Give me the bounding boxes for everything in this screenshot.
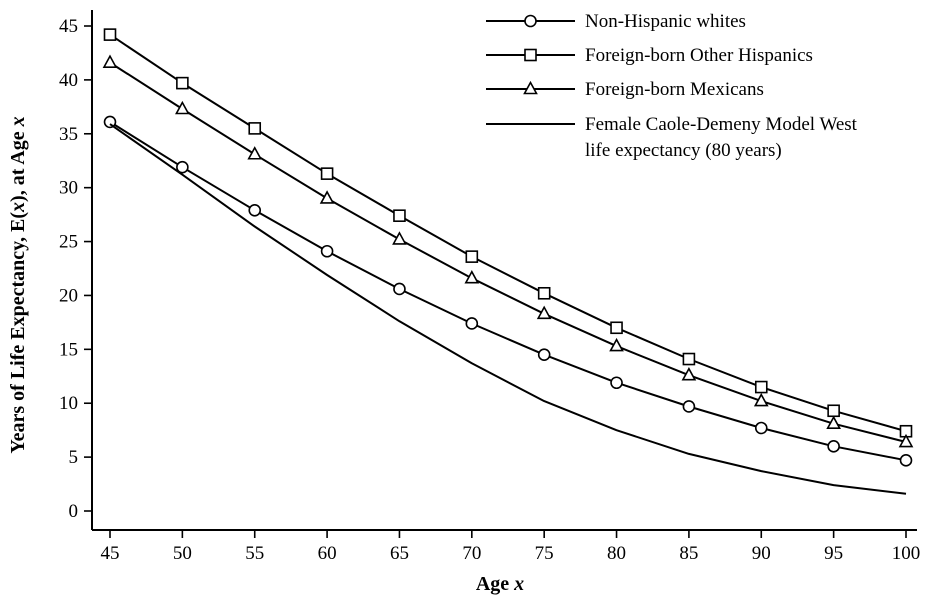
legend-label-line: Non-Hispanic whites bbox=[585, 11, 746, 32]
data-point bbox=[103, 28, 117, 41]
data-point bbox=[898, 433, 914, 448]
legend-label: Foreign-born Other Hispanics bbox=[585, 45, 813, 66]
axis-title-part: ), at Age bbox=[7, 126, 29, 202]
legend-label: Non-Hispanic whites bbox=[585, 11, 746, 32]
x-tick-label: 70 bbox=[462, 543, 481, 564]
x-tick-label: 85 bbox=[679, 543, 698, 564]
legend-item: Non-Hispanic whites bbox=[486, 11, 746, 32]
data-point bbox=[176, 160, 189, 174]
data-point bbox=[393, 209, 406, 222]
series-line bbox=[109, 61, 907, 443]
axis-title-part: x bbox=[7, 202, 29, 213]
x-tick-label: 90 bbox=[752, 543, 771, 564]
data-point bbox=[681, 367, 697, 381]
y-tick-label: 0 bbox=[69, 501, 79, 522]
series-triangle bbox=[102, 54, 914, 448]
legend-label-line: Foreign-born Mexicans bbox=[585, 79, 764, 100]
legend-item: Foreign-born Mexicans bbox=[486, 79, 764, 100]
legend-label-line: Female Caole-Demeny Model West bbox=[585, 114, 858, 135]
x-tick-label: 45 bbox=[101, 543, 120, 564]
legend: Non-Hispanic whites Foreign-born Other Hi… bbox=[486, 11, 858, 161]
data-point bbox=[393, 282, 406, 296]
data-point bbox=[247, 146, 263, 160]
x-tick-label: 50 bbox=[173, 543, 192, 564]
legend-label: Female Caole-Demeny Model West life expec… bbox=[585, 114, 858, 161]
legend-marker bbox=[523, 80, 538, 95]
y-tick-label: 35 bbox=[59, 124, 78, 145]
data-point bbox=[827, 404, 840, 418]
y-tick-label: 45 bbox=[59, 16, 78, 37]
x-tick-label: 80 bbox=[607, 543, 626, 564]
x-axis-title: Age x bbox=[476, 573, 524, 595]
data-point bbox=[465, 317, 479, 330]
axis-title-part: x bbox=[513, 573, 524, 595]
data-point bbox=[320, 244, 334, 258]
data-point bbox=[392, 231, 407, 245]
series-square bbox=[103, 28, 913, 438]
axis-title-part: x bbox=[7, 116, 29, 127]
series-none bbox=[109, 123, 907, 495]
data-point bbox=[465, 250, 479, 263]
data-point bbox=[827, 440, 840, 453]
legend-label: Foreign-born Mexicans bbox=[585, 79, 764, 100]
data-point bbox=[826, 415, 841, 430]
series-circle bbox=[103, 115, 913, 467]
data-point bbox=[537, 348, 551, 362]
data-point bbox=[754, 380, 768, 394]
y-tick-label: 40 bbox=[59, 70, 78, 91]
data-point bbox=[610, 376, 623, 390]
data-point bbox=[320, 167, 334, 180]
x-tick-label: 95 bbox=[824, 543, 843, 564]
legend-label-line: Foreign-born Other Hispanics bbox=[585, 45, 813, 66]
x-tick-label: 55 bbox=[245, 543, 264, 564]
axes: 0 5 10 15 20 25 30 35 40 45 45 50 55 60 65 70 75 80 85 90 95… bbox=[59, 10, 920, 564]
data-point bbox=[536, 305, 552, 320]
y-tick-label: 15 bbox=[59, 339, 78, 360]
data-point bbox=[754, 421, 768, 435]
series-line bbox=[109, 121, 907, 462]
y-tick-label: 30 bbox=[59, 178, 78, 199]
x-tick-label: 60 bbox=[318, 543, 337, 564]
data-point bbox=[610, 321, 623, 335]
data-point bbox=[248, 204, 262, 217]
data-point bbox=[176, 76, 189, 90]
series-layer bbox=[102, 28, 914, 495]
data-point bbox=[319, 190, 335, 204]
y-tick-label: 5 bbox=[69, 447, 79, 468]
axis-title-part: Years of Life Expectancy, E( bbox=[7, 212, 29, 454]
axis-title-part: Age bbox=[476, 573, 514, 595]
data-point bbox=[753, 392, 769, 407]
y-tick-label: 20 bbox=[59, 285, 78, 306]
data-point bbox=[609, 337, 624, 352]
data-point bbox=[899, 454, 913, 467]
legend-marker bbox=[524, 14, 537, 28]
legend-item: Foreign-born Other Hispanics bbox=[486, 45, 813, 66]
y-tick-label: 10 bbox=[59, 393, 78, 414]
series-line bbox=[109, 123, 907, 495]
data-point bbox=[248, 122, 262, 135]
x-tick-label: 65 bbox=[390, 543, 409, 564]
legend-label-line: life expectancy (80 years) bbox=[585, 140, 782, 161]
series-line bbox=[109, 33, 907, 433]
legend-item: Female Caole-Demeny Model West life expec… bbox=[486, 114, 858, 161]
data-point bbox=[682, 352, 696, 366]
data-point bbox=[682, 400, 696, 413]
y-axis-title: Years of Life Expectancy, E(x), at Age x bbox=[7, 116, 29, 453]
data-point bbox=[103, 115, 117, 129]
x-tick-label: 75 bbox=[535, 543, 554, 564]
x-tick-label: 100 bbox=[892, 543, 921, 564]
data-point bbox=[464, 270, 480, 284]
data-point bbox=[537, 286, 551, 300]
y-tick-label: 25 bbox=[59, 232, 78, 253]
legend-marker bbox=[524, 48, 537, 62]
data-point bbox=[175, 100, 190, 115]
data-point bbox=[102, 54, 118, 68]
